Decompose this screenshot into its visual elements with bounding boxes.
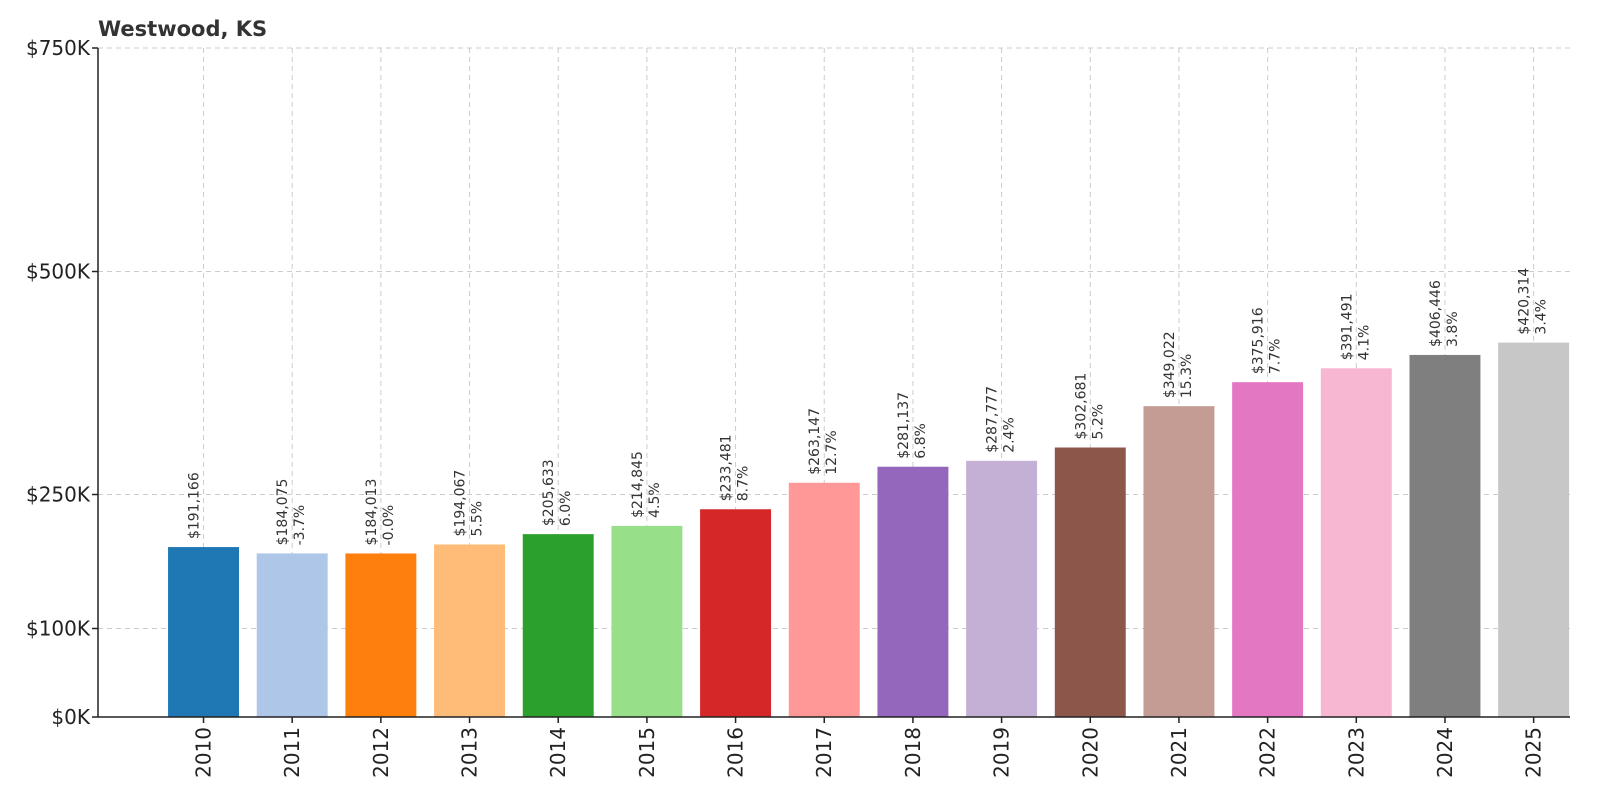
change-label: -0.0% (381, 505, 397, 546)
bar (877, 466, 949, 717)
x-tick-label: 2019 (990, 727, 1014, 778)
value-label: $263,147 (807, 408, 823, 475)
x-tick-label: 2024 (1433, 727, 1457, 778)
bar (611, 525, 683, 717)
x-tick-label: 2016 (724, 727, 748, 778)
x-tick-label: 2010 (192, 727, 216, 778)
bar (345, 553, 417, 717)
bar (256, 553, 328, 717)
x-tick-label: 2012 (369, 727, 393, 778)
change-label: 15.3% (1179, 354, 1195, 398)
bar (1320, 368, 1392, 717)
value-label: $349,022 (1162, 331, 1178, 398)
x-tick-label: 2020 (1078, 727, 1102, 778)
bar (434, 544, 506, 717)
value-label: $191,166 (187, 472, 203, 539)
change-label: 5.5% (470, 501, 486, 537)
change-label: 6.8% (913, 423, 929, 459)
x-tick-label: 2013 (458, 727, 482, 778)
y-tick-label: $750K (26, 36, 91, 60)
y-tick-label: $100K (26, 617, 91, 641)
bar (522, 534, 594, 717)
change-label: -3.7% (292, 505, 308, 546)
change-label: 12.7% (824, 430, 840, 474)
x-tick-label: 2023 (1344, 727, 1368, 778)
y-tick-label: $500K (26, 260, 91, 284)
x-tick-label: 2015 (635, 727, 659, 778)
value-label: $233,481 (719, 434, 735, 501)
data-labels: $191,166 $184,075 -3.7% $184,013 -0.0% $194,0… (187, 268, 1550, 546)
bar (1409, 354, 1481, 717)
x-tick-labels: 2010 2011 2012 2013 2014 2015 2016 2017 2018 2019… (192, 717, 1546, 778)
value-label: $184,075 (275, 479, 291, 546)
value-label: $302,681 (1073, 373, 1089, 440)
x-tick-label: 2017 (812, 727, 836, 778)
change-label: 4.5% (647, 482, 663, 518)
value-label: $184,013 (364, 479, 380, 546)
value-label: $214,845 (630, 451, 646, 518)
change-label: 4.1% (1356, 325, 1372, 361)
y-tick-label: $250K (26, 483, 91, 507)
change-label: 2.4% (1002, 417, 1018, 453)
value-label: $281,137 (896, 392, 912, 459)
x-tick-label: 2025 (1522, 727, 1546, 778)
bars (168, 342, 1570, 717)
value-label: $194,067 (453, 470, 469, 537)
bar (1498, 342, 1570, 717)
y-tick-labels: $0K $100K $250K $500K $750K (26, 36, 98, 729)
x-tick-label: 2021 (1167, 727, 1191, 778)
change-label: 3.8% (1445, 311, 1461, 347)
bar (1054, 447, 1126, 717)
bar (168, 547, 239, 717)
bar (966, 460, 1038, 717)
change-label: 8.7% (736, 466, 752, 502)
x-tick-label: 2022 (1256, 727, 1280, 778)
value-label: $391,491 (1339, 293, 1355, 360)
x-tick-label: 2014 (546, 727, 570, 778)
change-label: 7.7% (1268, 339, 1284, 375)
bar (1143, 406, 1215, 717)
change-label: 6.0% (558, 491, 574, 527)
change-label: 3.4% (1534, 299, 1550, 335)
value-label: $375,916 (1251, 307, 1267, 374)
y-tick-label: $0K (51, 705, 90, 729)
value-label: $205,633 (541, 459, 557, 526)
value-label: $420,314 (1517, 268, 1533, 335)
bar (1232, 382, 1304, 717)
bar (788, 482, 860, 717)
x-tick-label: 2018 (901, 727, 925, 778)
value-label: $406,446 (1428, 280, 1444, 347)
change-label: 5.2% (1090, 404, 1106, 440)
bar (700, 509, 772, 717)
value-label: $287,777 (985, 386, 1001, 453)
x-tick-label: 2011 (280, 727, 304, 778)
chart-title: Westwood, KS (98, 17, 267, 41)
